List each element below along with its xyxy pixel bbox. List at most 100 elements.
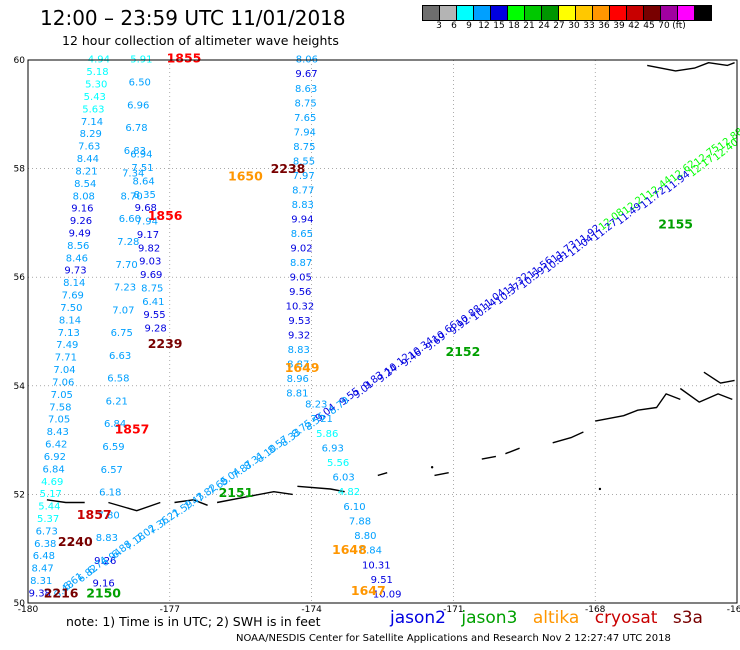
wave-height-value: 8.47 [31,564,53,575]
color-scale-label: 18 [508,21,520,31]
wave-height-value: 8.54 [74,179,96,190]
wave-height-value: 9.05 [290,273,312,284]
wave-height-value: 6.93 [322,443,344,454]
wave-height-value: 9.69 [140,270,162,281]
island-outline [297,485,345,493]
wave-height-value: 6.42 [45,440,67,451]
y-tick-label: 50 [14,599,26,609]
wave-height-value: 6.41 [142,297,164,308]
wave-height-value: 8.35 [134,190,156,201]
wave-height-value: 9.16 [71,204,93,215]
pass-time-label: 1649 [285,360,320,375]
legend-jason3: jason3 [461,608,518,628]
wave-height-value: 10.32 [286,302,315,313]
pass-time-label: 1856 [148,208,183,223]
wave-height-value: 7.28 [117,237,139,248]
wave-height-value: 9.26 [70,216,92,227]
pass-time-label: 1650 [228,169,263,184]
color-scale-label: 15 [493,21,505,31]
wave-height-value: 8.81 [286,389,308,400]
wave-height-value: 7.63 [78,142,100,153]
island-outline [377,472,388,477]
pass-time-label: 2239 [148,336,183,351]
pass-time-label: 1857 [115,422,150,437]
axis-tick-labels: -180 -177 -174 -171 -168 -165 60 58 56 54 52 50 [14,56,740,615]
island-outline [46,499,85,504]
color-scale-label: 6 [451,21,457,31]
color-scale-label: 3 [436,21,442,31]
color-scale-label: 21 [523,21,535,31]
wave-height-value: 7.04 [53,365,75,376]
island-outline [505,447,520,455]
wave-height-value: 9.32 [288,331,310,342]
wave-height-value: 7.58 [49,402,71,413]
color-scale-cell [694,5,712,21]
x-tick-label: -180 [18,605,39,615]
wave-height-value: 6.03 [332,473,354,484]
wave-height-value: 8.55 [293,156,315,167]
map-grid [27,59,738,604]
wave-height-value: 9.02 [290,244,312,255]
wave-height-value: 8.08 [73,191,95,202]
wave-height-value: 8.75 [293,142,315,153]
wave-height-value: 7.05 [51,390,73,401]
pass-time-label: 1648 [332,542,367,557]
wave-height-value: 9.28 [144,324,166,335]
pass-time-label: 2152 [446,344,481,359]
pass-time-label: 2151 [219,485,254,500]
y-tick-label: 56 [14,273,26,283]
wave-height-value: 8.87 [287,360,309,371]
wave-height-value: 7.69 [62,291,84,302]
color-scale-label: 33 [583,21,595,31]
island-dot [69,542,72,545]
wave-height-value: 9.53 [288,316,310,327]
island-outline [174,499,208,506]
color-scale-labels: 3 6 9 12 15 18 21 24 27 30 33 36 39 42 45 70 (ft) [423,21,740,33]
wave-height-value: 8.65 [291,229,313,240]
wave-height-value: 6.83 [124,146,146,157]
wave-height-value: 5.43 [84,92,106,103]
x-tick-label: -165 [727,605,740,615]
wave-height-value: 7.34 [122,169,144,180]
wave-height-value: 8.63 [295,84,317,95]
wave-height-value: 7.80 [97,510,119,521]
pass-time-label: 1855 [167,51,202,66]
legend-jason2: jason2 [390,608,446,628]
altimeter-tracks: 4.945.185.305.435.637.148.297.638.448.21… [29,55,740,602]
wave-height-value: 9.67 [295,69,317,80]
wave-height-value: 10.09 [373,590,402,601]
wave-height-value: 7.21 [311,414,333,425]
island-outline [434,472,449,477]
color-scale-label: 24 [538,21,550,31]
wave-height-value: 7.23 [114,283,136,294]
x-tick-label: -171 [443,605,463,615]
wave-height-value: 6.59 [102,442,124,453]
wave-height-value: 7.65 [294,113,316,124]
wave-height-value: 9.03 [139,257,161,268]
legend-s3a: s3a [672,608,703,628]
island-outline [595,393,681,422]
wave-height-value: 7.14 [81,117,103,128]
wave-height-value: 8.83 [96,533,118,544]
satellite-legend: jason2 jason3 altika cryosat s3a [390,608,713,628]
color-scale-label: 9 [466,21,472,31]
wave-height-value: 6.57 [101,465,123,476]
color-scale-label: 70 [658,21,670,31]
y-tick-label: 52 [14,490,25,500]
wave-height-value: 8.14 [59,315,81,326]
wave-height-value: 8.96 [287,374,309,385]
wave-height-value: 6.92 [44,452,66,463]
wave-height-value: 8.84 [360,546,382,557]
wave-height-value: 7.88 [349,517,371,528]
wave-height-value: 5.44 [38,502,60,513]
wave-height-value: 9.38 [29,589,51,600]
wave-height-value: 9.51 [371,575,393,586]
island-outline [703,371,735,384]
wave-height-value: 8.80 [354,531,376,542]
wave-height-value: 9.26 [94,556,116,567]
wave-height-value: 8.31 [30,576,52,587]
wave-height-value: 6.94 [130,150,152,161]
wave-height-value: 7.49 [56,340,78,351]
wave-height-value: 6.73 [36,526,58,537]
